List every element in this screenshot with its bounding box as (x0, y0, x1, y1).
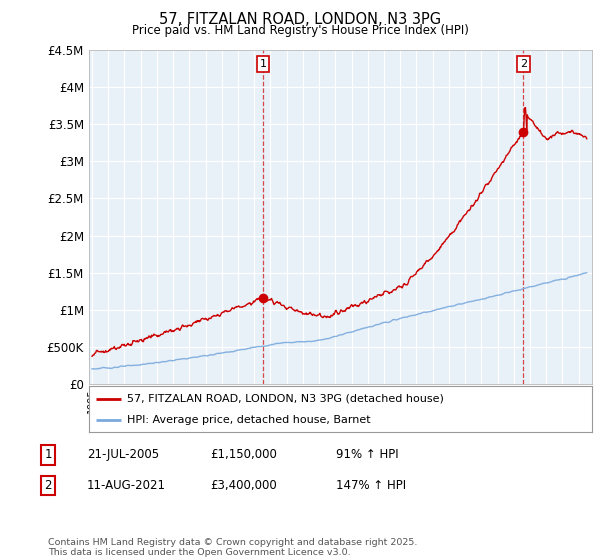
Text: 57, FITZALAN ROAD, LONDON, N3 3PG: 57, FITZALAN ROAD, LONDON, N3 3PG (159, 12, 441, 27)
Text: Price paid vs. HM Land Registry's House Price Index (HPI): Price paid vs. HM Land Registry's House … (131, 24, 469, 37)
Text: 21-JUL-2005: 21-JUL-2005 (87, 448, 159, 461)
Text: 1: 1 (260, 59, 266, 69)
Text: 1: 1 (44, 448, 52, 461)
Text: 57, FITZALAN ROAD, LONDON, N3 3PG (detached house): 57, FITZALAN ROAD, LONDON, N3 3PG (detac… (127, 394, 443, 404)
Text: £3,400,000: £3,400,000 (210, 479, 277, 492)
Text: 147% ↑ HPI: 147% ↑ HPI (336, 479, 406, 492)
Text: £1,150,000: £1,150,000 (210, 448, 277, 461)
Text: 11-AUG-2021: 11-AUG-2021 (87, 479, 166, 492)
Text: HPI: Average price, detached house, Barnet: HPI: Average price, detached house, Barn… (127, 415, 370, 425)
Text: Contains HM Land Registry data © Crown copyright and database right 2025.
This d: Contains HM Land Registry data © Crown c… (48, 538, 418, 557)
Text: 2: 2 (44, 479, 52, 492)
Text: 2: 2 (520, 59, 527, 69)
Text: 91% ↑ HPI: 91% ↑ HPI (336, 448, 398, 461)
